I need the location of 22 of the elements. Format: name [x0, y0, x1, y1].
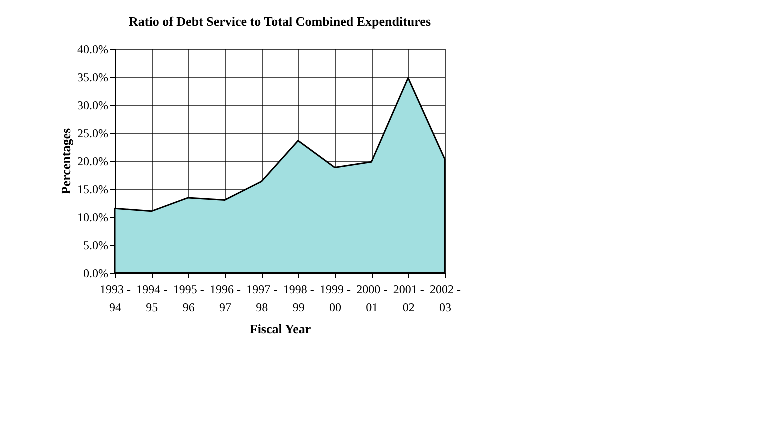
x-tick-label: 2002 - 03	[430, 282, 461, 314]
x-tick-label: 2000 - 01	[356, 282, 388, 314]
x-tick-label: 1996 - 97	[210, 282, 241, 314]
x-tick-label: 1995 - 96	[173, 282, 204, 314]
x-tick-label: 2001 - 02	[393, 282, 424, 314]
x-tick-label: 1998 - 99	[283, 282, 314, 314]
y-tick-label: 40.0%	[78, 42, 108, 56]
y-tick-label: 25.0%	[78, 126, 108, 140]
y-tick-label: 5.0%	[84, 238, 108, 252]
y-tick-label: 35.0%	[78, 70, 108, 84]
y-tick-label: 10.0%	[78, 210, 108, 224]
y-axis-title: Percentages	[58, 128, 74, 195]
x-tick-label: 1999 - 00	[320, 282, 351, 314]
y-tick-label: 30.0%	[78, 98, 108, 112]
x-tick-label: 1997 - 98	[246, 282, 278, 314]
y-tick-label: 20.0%	[78, 154, 108, 168]
chart-title: Ratio of Debt Service to Total Combined Expenditures	[128, 14, 432, 29]
y-tick-label: 15.0%	[78, 182, 108, 196]
x-tick-label: 1994 - 95	[136, 282, 168, 314]
x-axis-title: Fiscal Year	[250, 322, 312, 336]
x-tick-label: 1993 - 94	[100, 282, 131, 314]
y-tick-label: 0.0%	[84, 266, 108, 280]
